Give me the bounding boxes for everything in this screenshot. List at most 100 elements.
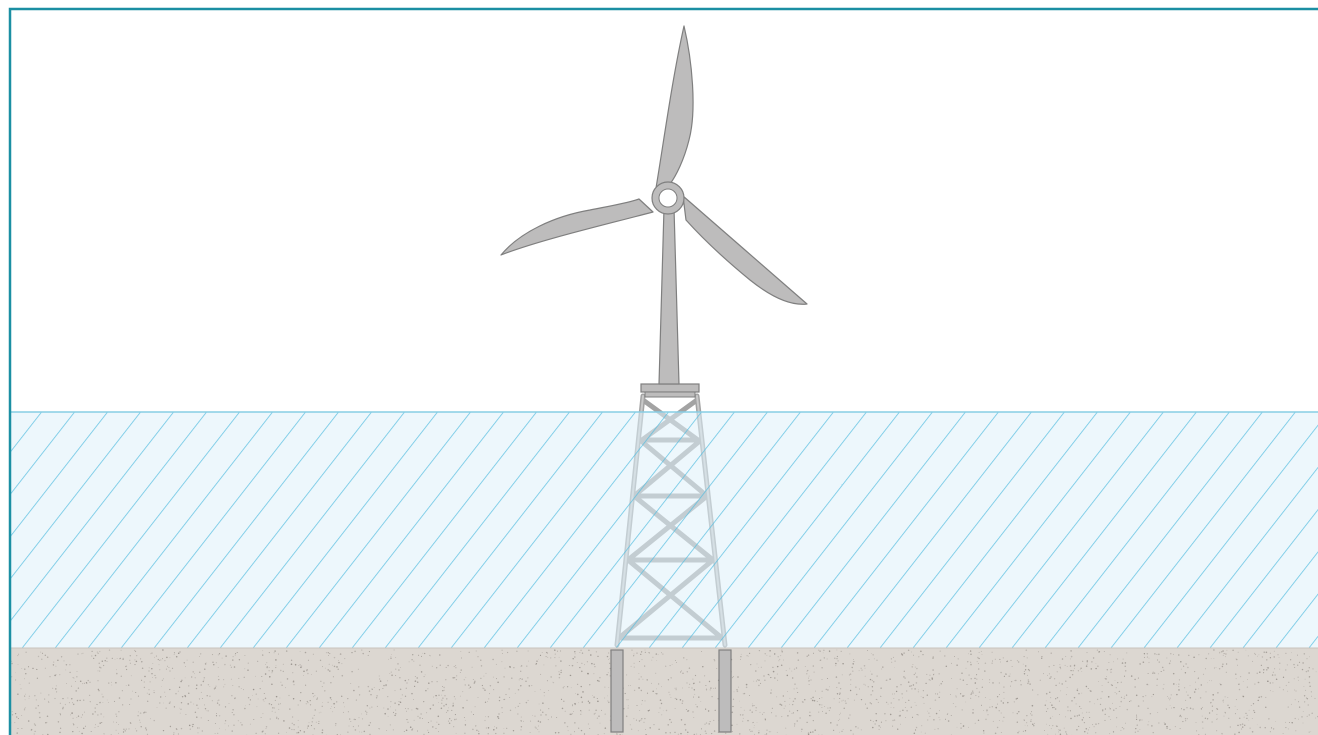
seabed-speck — [371, 688, 373, 690]
seabed-speck — [429, 654, 431, 656]
seabed-speck — [102, 664, 105, 667]
seabed-speck — [255, 693, 257, 695]
seabed-speck — [492, 676, 494, 678]
seabed-speck — [1043, 673, 1044, 675]
seabed-speck — [115, 729, 117, 731]
seabed-speck — [894, 660, 896, 662]
seabed-speck — [1185, 699, 1187, 701]
seabed-speck — [839, 688, 842, 690]
seabed-speck — [1077, 687, 1079, 689]
seabed-speck — [1298, 706, 1301, 708]
seabed-speck — [674, 707, 676, 709]
seabed-speck — [198, 698, 200, 700]
seabed-speck — [97, 670, 99, 672]
seabed-speck — [540, 714, 542, 716]
seabed-speck — [616, 732, 618, 734]
seabed-speck — [789, 710, 791, 712]
seabed-speck — [350, 721, 352, 723]
seabed-speck — [1269, 682, 1271, 684]
seabed-speck — [538, 731, 540, 733]
seabed-speck — [1311, 695, 1313, 697]
seabed-speck — [889, 678, 891, 680]
seabed-speck — [46, 715, 49, 717]
seabed-speck — [162, 702, 164, 704]
seabed-speck — [468, 651, 470, 653]
seabed-speck — [442, 685, 443, 687]
seabed-speck — [277, 653, 280, 655]
seabed-speck — [1045, 692, 1048, 695]
seabed-speck — [809, 715, 812, 717]
seabed-speck — [593, 696, 595, 698]
seabed-speck — [1164, 723, 1166, 725]
seabed-speck — [495, 732, 497, 735]
seabed-speck — [570, 687, 572, 689]
seabed-speck — [150, 718, 151, 720]
seabed-speck — [1208, 712, 1211, 714]
seabed-speck — [44, 667, 46, 669]
seabed-speck — [751, 722, 753, 724]
seabed-speck — [1211, 705, 1214, 707]
seabed-speck — [644, 649, 646, 651]
seabed-speck — [129, 703, 131, 706]
seabed-speck — [480, 659, 482, 661]
seabed-speck — [646, 692, 649, 694]
seabed-speck — [59, 674, 61, 676]
seabed-speck — [896, 686, 898, 688]
seabed-speck — [520, 726, 523, 728]
seabed-speck — [675, 687, 677, 689]
seabed-speck — [771, 712, 773, 714]
seabed-speck — [232, 684, 234, 686]
seabed-speck — [1007, 701, 1009, 704]
seabed-speck — [351, 651, 353, 654]
seabed-speck — [633, 655, 635, 657]
seabed-speck — [470, 711, 472, 713]
seabed-speck — [232, 659, 234, 661]
seabed-speck — [545, 714, 547, 716]
seabed-speck — [1294, 689, 1296, 691]
seabed-speck — [1303, 686, 1305, 688]
seabed-speck — [398, 669, 400, 671]
seabed-speck — [901, 654, 904, 656]
seabed-speck — [339, 653, 342, 655]
seabed-speck — [438, 694, 440, 696]
seabed-speck — [682, 672, 684, 674]
seabed-speck — [1257, 681, 1260, 684]
seabed-speck — [169, 657, 171, 659]
seabed-speck — [1314, 697, 1316, 699]
seabed-speck — [1030, 718, 1032, 720]
seabed-speck — [219, 727, 221, 729]
seabed-speck — [825, 688, 828, 691]
seabed-speck — [293, 684, 295, 686]
seabed-speck — [125, 685, 127, 686]
seabed-speck — [237, 720, 239, 722]
seabed-speck — [187, 703, 189, 705]
seabed-speck — [391, 674, 393, 676]
seabed-speck — [124, 730, 126, 732]
seabed-speck — [834, 657, 836, 659]
seabed-speck — [330, 708, 332, 709]
seabed-speck — [486, 701, 489, 703]
seabed-speck — [1238, 688, 1241, 691]
seabed-speck — [169, 688, 171, 691]
seabed-speck — [1090, 668, 1093, 670]
seabed-speck — [581, 662, 583, 664]
seabed-speck — [1152, 671, 1154, 673]
seabed-speck — [478, 733, 480, 735]
seabed-speck — [1220, 684, 1222, 686]
seabed-speck — [707, 710, 710, 712]
seabed-speck — [938, 710, 940, 712]
seabed-speck — [474, 680, 476, 682]
seabed-speck — [498, 699, 501, 702]
seabed-speck — [252, 688, 255, 691]
seabed-speck — [628, 685, 630, 687]
seabed-speck — [1315, 717, 1317, 719]
seabed-speck — [986, 711, 988, 713]
seabed-speck — [897, 728, 899, 730]
seabed-speck — [1112, 702, 1113, 704]
seabed-speck — [580, 713, 582, 715]
seabed-speck — [558, 656, 560, 658]
seabed-speck — [781, 649, 783, 651]
seabed-speck — [1089, 701, 1091, 703]
seabed-speck — [1158, 661, 1160, 663]
seabed-speck — [476, 729, 478, 732]
